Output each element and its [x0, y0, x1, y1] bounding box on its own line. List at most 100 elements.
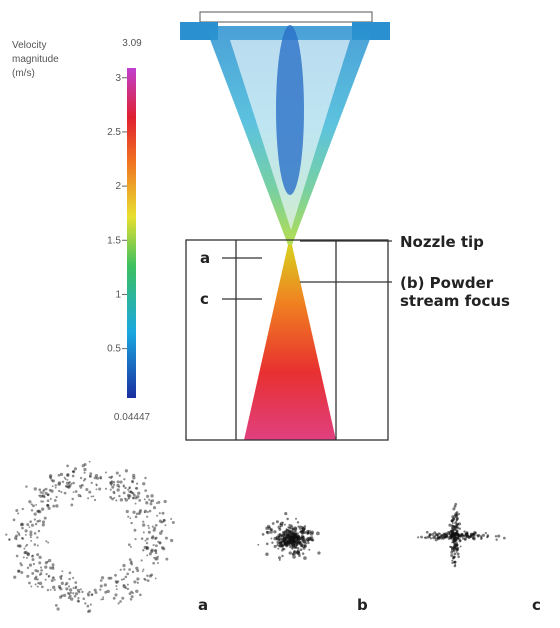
particle-dot — [68, 596, 71, 599]
particle-dot — [161, 530, 164, 533]
particle-dot — [150, 550, 153, 553]
particle-dot — [284, 512, 287, 515]
particle-dot — [61, 570, 63, 572]
particle-dot — [65, 583, 67, 585]
particle-dot — [37, 544, 39, 546]
particle-dot — [123, 578, 125, 580]
label-nozzle-tip: Nozzle tip — [400, 233, 484, 251]
particle-dot — [143, 568, 145, 570]
particle-dot — [65, 478, 67, 480]
particle-dot — [28, 582, 31, 585]
particle-dot — [286, 529, 289, 532]
particle-dot — [40, 491, 43, 494]
particle-dot — [125, 498, 128, 501]
particle-dot — [131, 595, 134, 598]
particle-dot — [136, 577, 139, 580]
particle-dot — [468, 536, 471, 539]
particle-dot — [104, 583, 107, 586]
particle-dot — [450, 534, 452, 536]
particle-dot — [134, 538, 136, 540]
particle-dot — [153, 544, 155, 546]
particle-dot — [116, 488, 119, 491]
particle-dot — [284, 524, 286, 526]
particle-dot — [297, 525, 299, 527]
particle-dot — [113, 597, 116, 600]
particle-dot — [278, 545, 280, 547]
particle-dot — [34, 532, 37, 535]
particle-dot — [55, 496, 57, 498]
particle-dot — [32, 558, 35, 561]
label-plane: a — [200, 249, 210, 267]
particle-dot — [279, 523, 281, 525]
particle-dot — [286, 543, 290, 547]
particle-dot — [27, 567, 29, 569]
particle-dot — [58, 474, 61, 477]
particle-dot — [29, 564, 32, 567]
particle-dot — [454, 565, 457, 568]
particle-dot — [54, 579, 56, 581]
particle-dot — [114, 574, 117, 577]
particle-dot — [47, 589, 49, 591]
particle-dot — [37, 582, 39, 584]
particle-dot — [67, 592, 70, 595]
particle-dot — [57, 607, 60, 610]
particle-dot — [135, 590, 138, 593]
particle-dot — [452, 507, 455, 510]
particle-dot — [495, 535, 497, 537]
particle-dot — [135, 515, 138, 518]
particle-dot — [110, 489, 112, 491]
particle-dot — [453, 556, 456, 559]
particle-dot — [148, 531, 151, 534]
particle-dot — [95, 483, 97, 485]
particle-dot — [280, 540, 283, 543]
particle-dot — [456, 543, 459, 546]
particle-dot — [38, 519, 41, 522]
particle-dot — [310, 531, 314, 535]
particle-dot — [125, 576, 128, 579]
particle-dot — [31, 524, 34, 527]
particle-dot — [455, 528, 457, 530]
particle-dot — [29, 533, 32, 536]
particle-dot — [451, 560, 453, 562]
particle-dot — [30, 586, 32, 588]
particle-dot — [294, 540, 296, 542]
particle-dot — [302, 527, 306, 531]
particle-dot — [105, 471, 107, 473]
particle-dot — [301, 535, 304, 538]
particle-dot — [262, 533, 265, 536]
particle-dot — [84, 472, 86, 474]
particle-dot — [38, 530, 40, 532]
colorbar-tick-label: 1 — [115, 289, 121, 300]
particle-dot — [278, 539, 280, 541]
particle-dot — [123, 491, 126, 494]
particle-dot — [102, 596, 104, 598]
particle-dot — [150, 573, 153, 576]
particle-dot — [276, 541, 279, 544]
particle-dot — [25, 545, 27, 547]
particle-dot — [110, 577, 113, 580]
particle-dot — [115, 585, 117, 587]
particle-dot — [113, 484, 115, 486]
particle-dot — [90, 603, 92, 605]
particle-dot — [128, 498, 130, 500]
particle-dot — [65, 485, 67, 487]
particle-dot — [55, 504, 58, 507]
particle-dot — [293, 530, 295, 532]
particle-dot — [431, 533, 434, 536]
particle-dot — [427, 536, 430, 539]
particle-dot — [267, 525, 270, 528]
particle-dot — [486, 534, 489, 537]
particle-dot — [79, 485, 81, 487]
particle-dot — [14, 536, 17, 539]
particle-dot — [54, 499, 57, 502]
particle-dot — [155, 544, 158, 547]
particle-dot — [136, 569, 139, 572]
particle-dot — [141, 559, 143, 561]
particle-dot — [149, 510, 152, 513]
particle-dot — [146, 554, 148, 556]
particle-dot — [271, 538, 273, 540]
particle-dot — [17, 512, 19, 514]
particle-dot — [51, 579, 54, 582]
particle-dot — [270, 528, 273, 531]
particle-dot — [40, 566, 42, 568]
